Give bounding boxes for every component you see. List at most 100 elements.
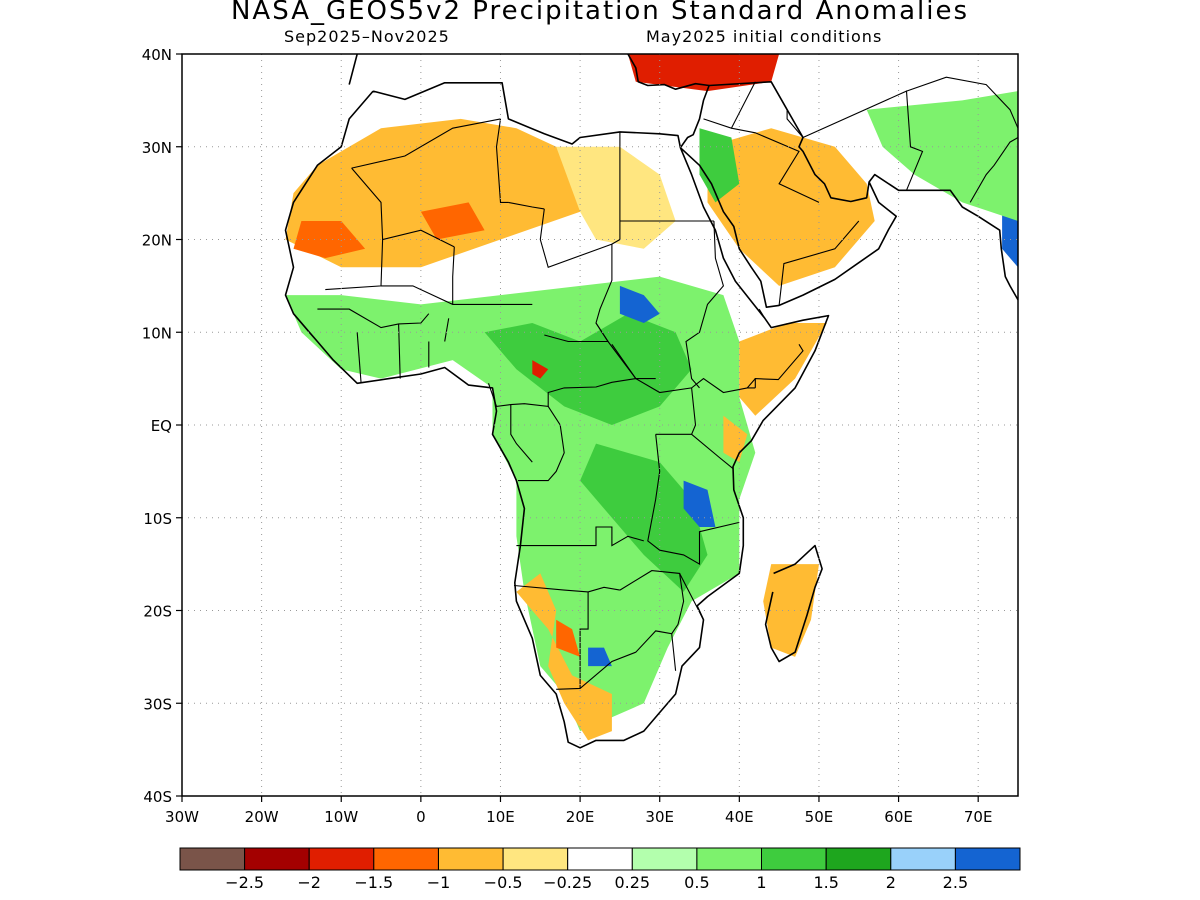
anomaly-region-orange <box>285 118 596 268</box>
anomaly-region-dark-green <box>580 443 708 592</box>
legend-label: 0.5 <box>684 873 709 892</box>
legend-label: −1.5 <box>354 873 393 892</box>
legend-label: 1.5 <box>813 873 838 892</box>
lat-tick-label: 10S <box>143 510 172 528</box>
legend-swatch <box>825 847 892 871</box>
lon-tick-label: 0 <box>416 808 426 826</box>
colorbar-legend: −2.5 −2 −1.5 −1 −0.5 −0.25 0.25 0.5 1 1.5 2 2.5 <box>179 847 1021 892</box>
country-border <box>969 137 1018 203</box>
country-border <box>539 208 613 343</box>
lon-tick-label: 40E <box>725 808 754 826</box>
country-border <box>611 343 756 394</box>
lon-tick-label: 30E <box>645 808 674 826</box>
lon-tick-label: 60E <box>884 808 913 826</box>
map-title: NASA_GEOS5v2 Precipitation Standard Anom… <box>230 0 970 26</box>
lon-tick-label: 20W <box>245 808 279 826</box>
country-border <box>516 526 644 547</box>
forecast-period: Sep2025–Nov2025 <box>284 27 450 46</box>
country-border <box>518 406 565 482</box>
anomaly-region-orange <box>707 128 875 286</box>
legend-swatch <box>438 847 504 871</box>
legend-label: 2 <box>886 873 896 892</box>
legend-swatch <box>373 847 439 871</box>
coastline <box>764 544 823 663</box>
anomaly-region-dark-orange <box>556 619 581 657</box>
country-border <box>679 573 704 621</box>
legend-swatch <box>308 847 375 871</box>
country-border <box>444 318 450 342</box>
lat-tick-label: 10N <box>142 324 172 342</box>
axis-labels: 30W 20W 10W 0 10E 20E 30E 40E 50E 60E 70E 40N 30N 20N… <box>142 46 993 826</box>
country-border <box>685 220 725 389</box>
country-border <box>647 434 740 566</box>
legend-swatch <box>761 847 827 871</box>
lat-tick-label: 20N <box>142 232 172 250</box>
country-border <box>746 378 756 389</box>
country-border <box>317 308 430 329</box>
legend-label: −0.25 <box>543 873 592 892</box>
legend-label: 1 <box>756 873 766 892</box>
coastline <box>679 81 898 309</box>
anomaly-region-blue <box>619 285 660 323</box>
lon-tick-label: 50E <box>805 808 834 826</box>
anomaly-region-blue <box>683 480 716 527</box>
initial-conditions: May2025 initial conditions <box>646 27 883 46</box>
lon-tick-label: 30W <box>165 808 199 826</box>
lon-tick-label: 20E <box>566 808 595 826</box>
country-border <box>351 118 501 169</box>
legend-swatch <box>954 847 1021 871</box>
lat-tick-label: 20S <box>143 603 172 621</box>
anomaly-region-dark-orange <box>420 202 485 240</box>
country-border <box>495 118 509 203</box>
country-border <box>510 404 533 463</box>
anomaly-region-dark-orange <box>293 221 366 259</box>
map-layer <box>284 54 1018 749</box>
country-border <box>655 433 734 470</box>
anomaly-region-blue <box>588 647 612 667</box>
legend-label: −2 <box>297 873 321 892</box>
lat-tick-label: 30S <box>143 695 172 713</box>
legend-label: 0.25 <box>614 873 650 892</box>
legend-label: 2.5 <box>943 873 968 892</box>
lon-tick-label: 10W <box>324 808 358 826</box>
legend-label: −2.5 <box>225 873 264 892</box>
anomaly-region-orange <box>739 323 827 416</box>
graticule <box>182 54 1018 796</box>
anomaly-region-yellow <box>556 146 676 249</box>
country-border <box>611 131 621 245</box>
country-border <box>691 387 697 435</box>
lat-tick-label: EQ <box>151 417 172 435</box>
legend-swatch <box>567 847 633 871</box>
country-border <box>906 76 1018 129</box>
anomaly-region-orange <box>516 573 612 741</box>
anomaly-region-orange <box>763 564 819 657</box>
anomaly-region-green <box>866 91 1018 221</box>
country-border <box>487 378 636 408</box>
legend-label: −1 <box>427 873 451 892</box>
country-border <box>802 90 924 191</box>
country-border <box>703 81 756 129</box>
country-border <box>758 308 766 319</box>
legend-swatch <box>502 847 569 871</box>
country-border <box>398 323 401 379</box>
legend-swatch <box>890 847 956 871</box>
legend-swatch <box>244 847 310 871</box>
legend-swatch <box>631 847 698 871</box>
anomaly-region-dark-green <box>699 128 740 203</box>
lat-tick-label: 40N <box>142 46 172 64</box>
country-border <box>508 201 545 210</box>
lat-tick-label: 30N <box>142 139 172 157</box>
country-border <box>452 246 455 305</box>
country-border <box>619 570 685 635</box>
coastline <box>348 54 359 85</box>
legend-label: −0.5 <box>484 873 523 892</box>
country-border <box>731 127 820 203</box>
country-border <box>356 332 362 384</box>
country-border <box>778 220 860 306</box>
anomaly-region-red <box>627 54 780 92</box>
coastline <box>284 82 830 749</box>
anomaly-region-dark-green <box>484 313 692 425</box>
legend-swatch <box>696 847 763 871</box>
coastline <box>627 54 710 90</box>
